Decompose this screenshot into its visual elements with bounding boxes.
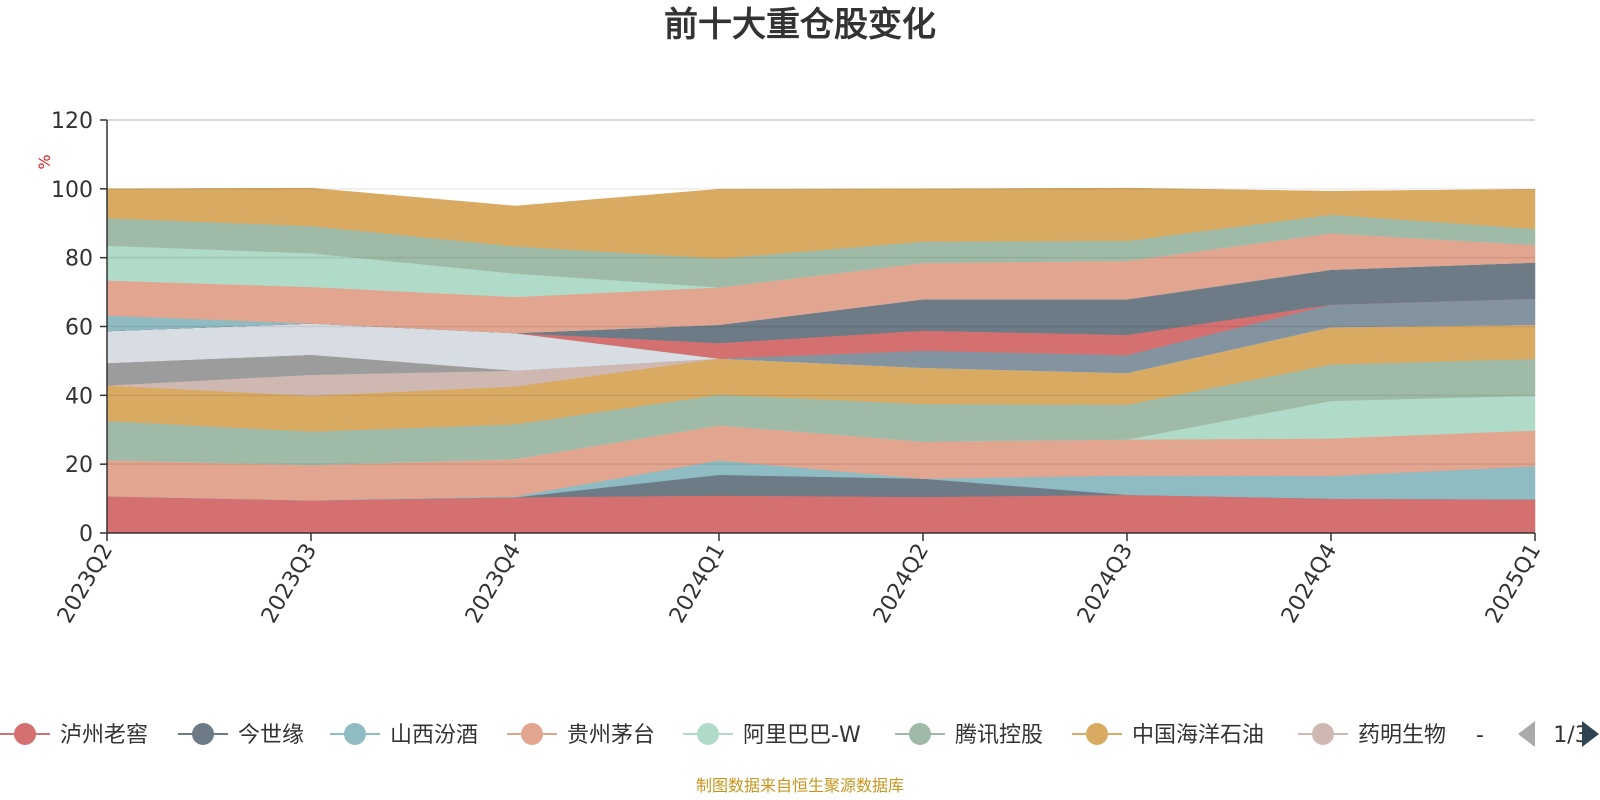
legend-marker-icon (909, 723, 931, 745)
legend-label: 药明生物 (1358, 723, 1446, 748)
area-series-17[interactable] (106, 187, 1536, 259)
legend-more: - (1476, 723, 1484, 748)
y-tick-label: 0 (79, 522, 93, 547)
x-tick-label: 2024Q1 (665, 540, 730, 628)
y-tick-label: 100 (51, 178, 93, 203)
legend[interactable]: 泸州老窖 今世缘 山西汾酒 贵州茅台 阿里巴巴-W 腾讯控股 中国海洋石油 药明生物 -1/3 (0, 721, 1599, 748)
legend-marker-icon (697, 723, 719, 745)
legend-label: 腾讯控股 (955, 723, 1043, 748)
x-tick-label: 2025Q1 (1481, 540, 1546, 628)
x-tick-label: 2023Q3 (257, 540, 322, 628)
legend-label: 阿里巴巴-W (743, 723, 861, 748)
x-tick-label: 2024Q4 (1277, 540, 1342, 628)
y-tick-label: 40 (65, 384, 93, 409)
legend-item[interactable]: 阿里巴巴-W (683, 723, 861, 748)
legend-item[interactable]: 贵州茅台 (507, 723, 655, 748)
area-series-0[interactable] (106, 494, 1536, 534)
legend-marker-icon (192, 723, 214, 745)
x-tick-label: 2023Q2 (53, 540, 118, 628)
legend-label: 泸州老窖 (60, 723, 148, 748)
y-tick-label: 80 (65, 247, 93, 272)
x-tick-label: 2023Q4 (461, 540, 526, 628)
legend-marker-icon (1312, 723, 1334, 745)
y-tick-label: 60 (65, 316, 93, 341)
legend-item[interactable]: 今世缘 (178, 723, 304, 748)
legend-marker-icon (521, 723, 543, 745)
x-tick-label: 2024Q2 (869, 540, 934, 628)
legend-marker-icon (14, 723, 36, 745)
legend-item[interactable]: 中国海洋石油 (1072, 723, 1264, 748)
y-tick-label: 120 (51, 109, 93, 134)
chart-title: 前十大重仓股变化 (664, 5, 936, 45)
legend-label: 中国海洋石油 (1132, 723, 1264, 748)
legend-label: 山西汾酒 (390, 723, 478, 748)
legend-item[interactable]: 腾讯控股 (895, 723, 1043, 748)
legend-marker-icon (344, 723, 366, 745)
legend-label: 贵州茅台 (567, 723, 655, 748)
legend-marker-icon (1086, 723, 1108, 745)
legend-next-arrow-icon[interactable] (1582, 721, 1599, 747)
x-tick-label: 2024Q3 (1073, 540, 1138, 628)
legend-item[interactable]: 泸州老窖 (0, 723, 148, 748)
legend-label: 今世缘 (238, 723, 304, 748)
y-tick-label: 20 (65, 453, 93, 478)
area-series (106, 187, 1536, 534)
legend-item[interactable]: 山西汾酒 (330, 723, 478, 748)
legend-item[interactable]: 药明生物 (1298, 723, 1446, 748)
legend-prev-arrow-icon[interactable] (1518, 721, 1535, 747)
y-axis-unit: % (35, 154, 54, 169)
source-note: 制图数据来自恒生聚源数据库 (695, 776, 904, 795)
